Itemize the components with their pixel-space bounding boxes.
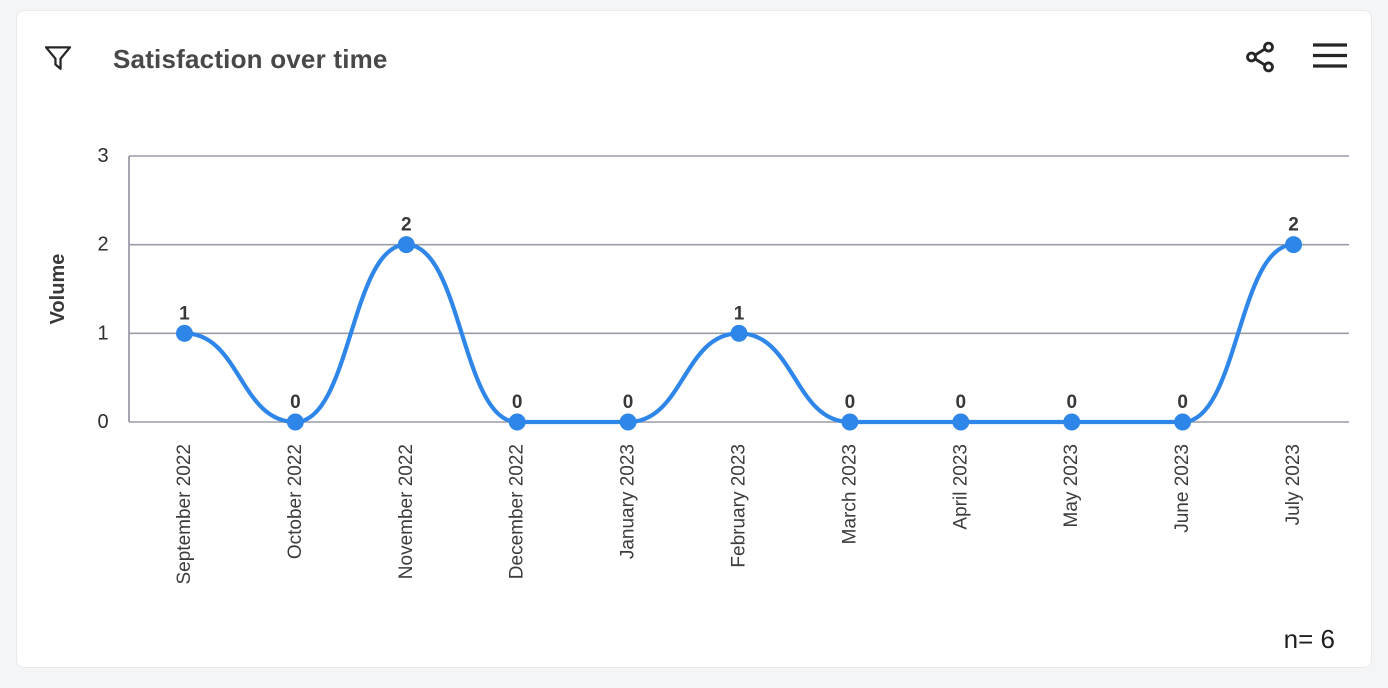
data-point[interactable] xyxy=(175,324,193,342)
x-axis-tick-label: December 2022 xyxy=(507,444,528,579)
data-point-label: 0 xyxy=(1066,392,1077,413)
filter-funnel-glyph xyxy=(44,46,72,70)
x-axis-tick-label: March 2023 xyxy=(839,444,860,544)
y-axis-tick-label: 0 xyxy=(97,411,108,433)
x-axis-tick-label: September 2022 xyxy=(174,444,195,585)
data-point[interactable] xyxy=(841,413,859,431)
series-line xyxy=(182,242,1296,425)
data-point[interactable] xyxy=(952,413,970,431)
data-point[interactable] xyxy=(397,236,415,254)
y-axis-title: Volume xyxy=(47,254,69,325)
share-icon[interactable] xyxy=(1243,40,1277,74)
x-axis-tick-label: July 2023 xyxy=(1283,444,1304,525)
line-chart[interactable]: 0 1 2 3 Volume 1 0 2 0 0 1 0 0 0 0 2 September 2022 Octob… xyxy=(17,111,1373,651)
data-point[interactable] xyxy=(286,413,304,431)
x-axis-tick-label: May 2023 xyxy=(1061,444,1082,527)
x-axis-tick-label: November 2022 xyxy=(396,444,417,579)
y-axis-tick-label: 3 xyxy=(97,145,108,167)
data-point-label: 1 xyxy=(179,303,190,324)
y-axis-tick-label: 2 xyxy=(97,234,108,256)
data-point-label: 0 xyxy=(1177,392,1188,413)
data-point[interactable] xyxy=(619,413,637,431)
x-axis-tick-label: April 2023 xyxy=(950,444,971,530)
data-point[interactable] xyxy=(730,324,748,342)
sample-size-label: n= 6 xyxy=(1283,624,1335,654)
data-point-label: 0 xyxy=(845,392,856,413)
x-axis-tick-label: January 2023 xyxy=(618,444,639,559)
data-point[interactable] xyxy=(1063,413,1081,431)
filter-icon[interactable] xyxy=(42,41,74,75)
chart-card: Satisfaction over time 0 1 2 3 Volume 1 0 2 0 0 1 0… xyxy=(16,10,1372,668)
data-point-label: 0 xyxy=(290,392,301,413)
data-point-label: 0 xyxy=(956,392,967,413)
x-axis-tick-label: June 2023 xyxy=(1172,444,1193,533)
data-point-label: 2 xyxy=(401,215,412,236)
data-point[interactable] xyxy=(508,413,526,431)
y-axis-tick-label: 1 xyxy=(97,322,108,344)
data-point-label: 1 xyxy=(734,303,745,324)
data-point-label: 0 xyxy=(623,392,634,413)
menu-icon[interactable] xyxy=(1312,42,1348,72)
data-point[interactable] xyxy=(1285,236,1303,254)
data-point-label: 2 xyxy=(1288,215,1299,236)
data-point-label: 0 xyxy=(512,392,523,413)
data-point[interactable] xyxy=(1174,413,1192,431)
hamburger-glyph xyxy=(1313,43,1347,68)
x-axis-tick-label: February 2023 xyxy=(729,444,750,568)
chart-title: Satisfaction over time xyxy=(113,44,388,74)
x-axis-tick-label: October 2022 xyxy=(285,444,306,559)
share-glyph xyxy=(1246,41,1274,73)
